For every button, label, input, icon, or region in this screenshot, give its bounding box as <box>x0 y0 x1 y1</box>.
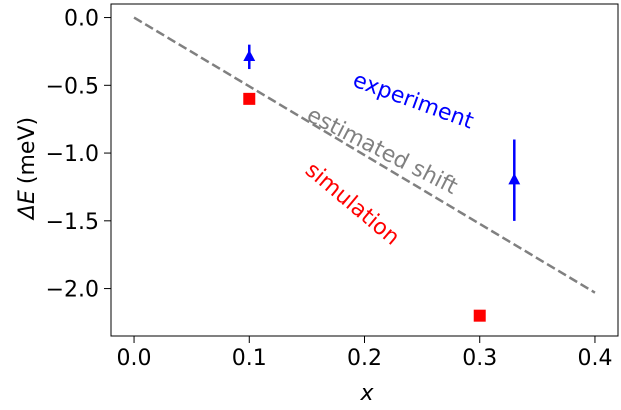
x-tick-label: 0.1 <box>232 346 267 371</box>
y-axis-label: ΔE (meV) <box>15 117 40 221</box>
y-tick-label: −1.0 <box>46 142 99 167</box>
plot-layer: 0.0 0.1 0.2 0.3 0.4 0.0 −0.5 −1.0 −1.5 −2.0 experi… <box>46 3 619 371</box>
experiment-point <box>508 173 521 185</box>
x-tick-label: 0.0 <box>117 346 152 371</box>
y-tick-label: −2.0 <box>46 278 99 303</box>
experiment-point <box>243 49 256 62</box>
simulation-annotation: simulation <box>300 158 404 251</box>
x-tick-label: 0.2 <box>347 346 382 371</box>
x-tick-label: 0.3 <box>462 346 497 371</box>
estimated-shift-line <box>133 16 596 294</box>
y-tick-label: 0.0 <box>64 7 99 32</box>
x-axis-label: x <box>359 381 374 406</box>
axes-frame <box>110 3 619 337</box>
x-tick-label: 0.4 <box>577 346 612 371</box>
y-tick-label: −0.5 <box>46 74 99 99</box>
y-axis-label-symbol: ΔE <box>15 190 40 221</box>
y-tick-label: −1.5 <box>46 210 99 235</box>
experiment-annotation: experiment <box>349 68 477 135</box>
simulation-point <box>243 92 256 105</box>
simulation-point <box>473 309 486 322</box>
y-axis-label-unit: (meV) <box>15 117 40 184</box>
